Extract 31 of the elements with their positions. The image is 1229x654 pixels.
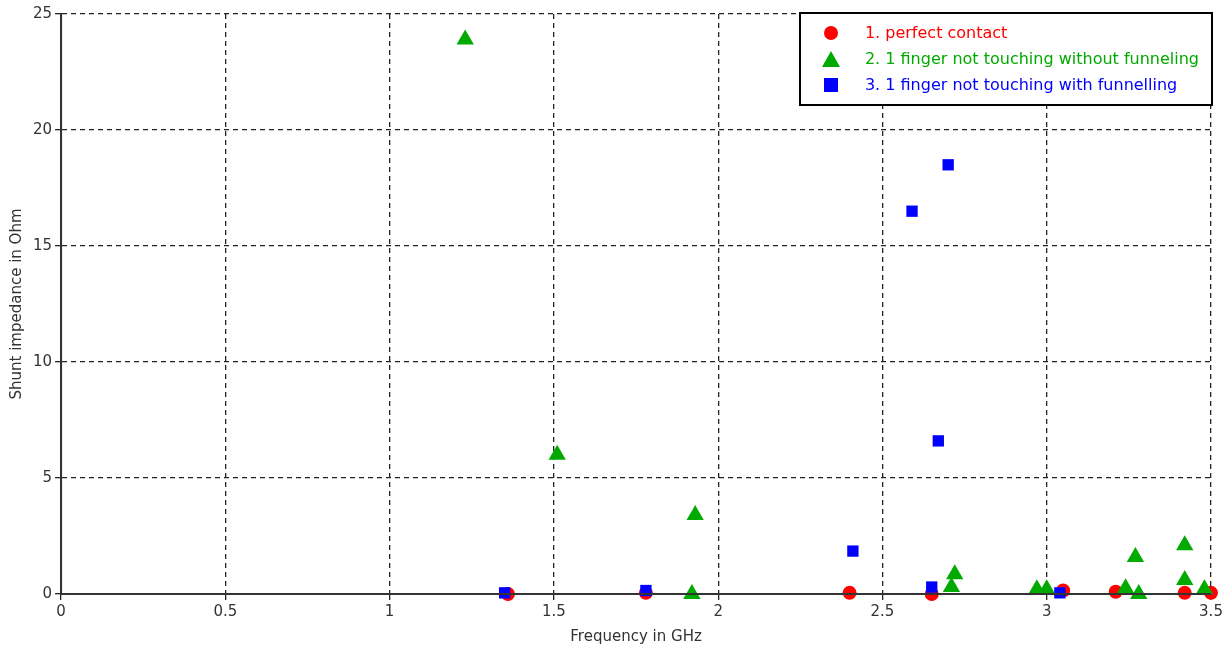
point [932, 435, 944, 447]
y-axis-title: Shunt impedance in Ohm [6, 208, 25, 400]
y-tick-label: 15 [32, 235, 53, 254]
point [1176, 570, 1194, 586]
x-tick-label: 3.5 [1199, 601, 1223, 620]
point [847, 545, 859, 557]
y-tick-label: 5 [42, 467, 53, 486]
x-axis-title: Frequency in GHz [570, 626, 702, 645]
legend-label: 2. 1 finger not touching without funneling [864, 48, 1199, 70]
point [906, 205, 918, 217]
x-tick-label: 1.5 [541, 601, 566, 620]
y-tick-label: 20 [32, 119, 53, 138]
point [1126, 546, 1145, 562]
x-tick-label: 3 [1041, 601, 1052, 620]
x-tick-label: 0 [56, 601, 66, 620]
y-tick-label: 0 [42, 583, 53, 602]
y-tick-label: 10 [32, 351, 53, 370]
point [1176, 535, 1194, 551]
point [942, 159, 954, 171]
legend-label: 3. 1 finger not touching with funnelling [864, 74, 1178, 96]
x-tick-label: 0.5 [213, 601, 238, 620]
point [946, 564, 964, 580]
point [1116, 578, 1135, 594]
x-tick-label: 2.5 [870, 601, 895, 620]
y-tick-label: 25 [32, 3, 53, 22]
point [686, 505, 704, 521]
x-tick-label: 2 [713, 601, 723, 620]
point [942, 577, 961, 593]
point [926, 581, 938, 593]
legend-label: 1. perfect contact [864, 22, 1008, 44]
x-tick-label: 1 [384, 601, 395, 620]
